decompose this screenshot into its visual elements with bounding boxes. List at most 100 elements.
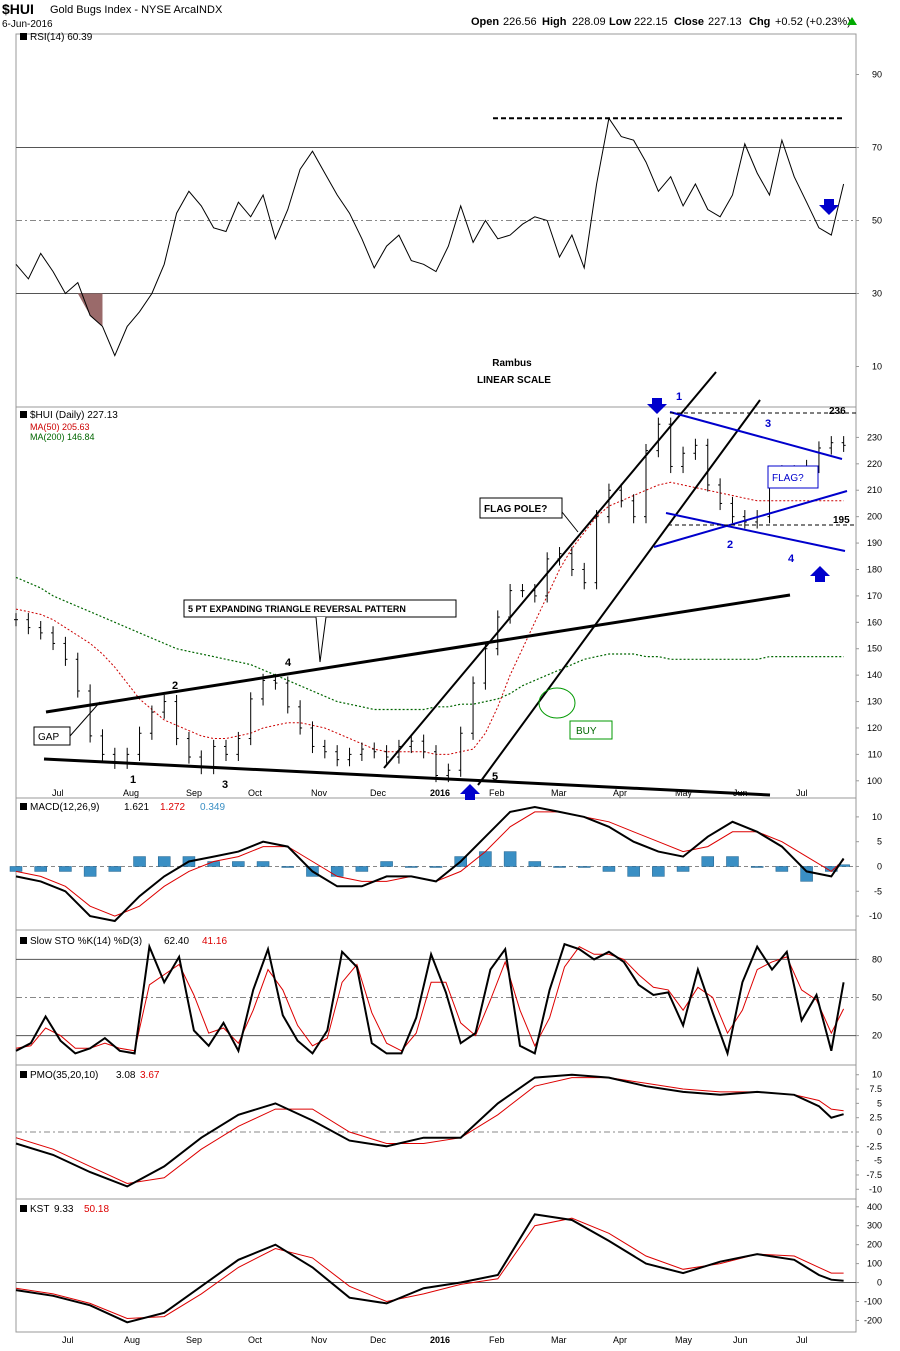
price-tick-label: 150	[867, 644, 882, 654]
close-value: 227.13	[708, 16, 742, 28]
macd-histogram-bar	[750, 866, 764, 868]
macd-histogram-bar	[9, 866, 23, 872]
macd-histogram-bar	[726, 856, 739, 867]
price-month-label: Dec	[370, 788, 387, 798]
buy-callout-text: BUY	[576, 726, 597, 737]
rsi-tick-label: 10	[872, 362, 882, 372]
pmo-tick-label: 0	[877, 1127, 882, 1137]
triangle-lower-line	[43, 757, 771, 797]
stochastic-legend-d: 41.16	[202, 936, 227, 947]
price-tick-label: 180	[867, 564, 882, 574]
pmo-tick-label: 7.5	[869, 1084, 882, 1094]
price-legend: $HUI (Daily) 227.13	[30, 410, 118, 421]
stochastic-legend-prefix: Slow STO %K(14) %D(3)	[30, 936, 142, 947]
pmo-tick-label: 5	[877, 1098, 882, 1108]
macd-legend-value: 1.621	[124, 802, 149, 813]
macd-histogram-bar	[207, 861, 220, 867]
kst-tick-label: -100	[864, 1296, 882, 1306]
price-month-label: Sep	[186, 788, 202, 798]
kst-month-label: Aug	[124, 1335, 140, 1345]
stochastic-d-line	[15, 946, 845, 1052]
macd-histogram-bar	[577, 866, 591, 868]
macd-tick-label: 5	[877, 837, 882, 847]
pmo-tick-label: -10	[869, 1184, 882, 1194]
macd-histogram-bar	[380, 861, 393, 867]
pivot-label: 4	[285, 657, 292, 669]
kst-tick-label: 300	[867, 1221, 882, 1231]
price-month-label: Aug	[123, 788, 139, 798]
kst-month-label: Jul	[796, 1335, 808, 1345]
macd-histogram-bar	[281, 866, 295, 868]
macd-legend-hist: 0.349	[200, 802, 225, 813]
kst-month-label: Mar	[551, 1335, 567, 1345]
macd-histogram-bar	[602, 866, 616, 872]
price-month-label: Mar	[551, 788, 567, 798]
kst-legend-prefix: KST	[30, 1204, 49, 1215]
kst-legend-value: 9.33	[54, 1204, 74, 1215]
macd-histogram-bar	[108, 866, 122, 872]
close-label: Close	[674, 16, 704, 28]
down-arrow-icon	[647, 398, 667, 414]
price-month-label: Apr	[613, 788, 627, 798]
kst-month-label: 2016	[430, 1335, 450, 1345]
price-tick-label: 100	[867, 776, 882, 786]
price-month-label: Oct	[248, 788, 263, 798]
gap-callout: GAP	[33, 701, 101, 746]
level-236-label: 236	[829, 406, 846, 417]
flagpole-callout: FLAG POLE?	[479, 497, 579, 533]
index-name: Gold Bugs Index - NYSE Arca	[50, 4, 197, 16]
kst-month-label: Jun	[733, 1335, 748, 1345]
price-month-label: 2016	[430, 788, 450, 798]
level-195-label: 195	[833, 515, 850, 526]
kst-line	[15, 1213, 844, 1324]
macd-histogram-bar	[528, 861, 542, 867]
down-arrow-icon	[819, 199, 839, 215]
kst-tick-label: 200	[867, 1240, 882, 1250]
pivot-label: 1	[130, 774, 136, 786]
macd-histogram-bar	[34, 866, 47, 872]
flag-point-label: 4	[788, 553, 795, 565]
macd-histogram-bar	[800, 866, 813, 882]
pmo-tick-label: 10	[872, 1070, 882, 1080]
flag-rising-line	[653, 490, 848, 548]
flag-lower-line	[665, 512, 846, 552]
high-label: High	[542, 16, 567, 28]
kst-legend-signal: 50.18	[84, 1204, 109, 1215]
triangle-callout: 5 PT EXPANDING TRIANGLE REVERSAL PATTERN	[183, 599, 457, 663]
macd-histogram-bar	[553, 866, 566, 868]
kst-month-label: Sep	[186, 1335, 202, 1345]
macd-histogram-bar	[405, 866, 418, 868]
ma50-legend: MA(50) 205.63	[30, 422, 90, 432]
macd-histogram-bar	[355, 866, 369, 872]
macd-tick-label: -10	[869, 911, 882, 921]
pmo-line	[15, 1073, 844, 1188]
low-label: Low	[609, 16, 631, 28]
rsi-oversold-fill	[60, 293, 103, 327]
macd-histogram-bar	[330, 866, 344, 877]
price-tick-label: 140	[867, 670, 882, 680]
macd-histogram-bar	[256, 861, 270, 867]
rambus-label: Rambus	[492, 358, 532, 369]
stochastic-legend-swatch	[20, 937, 27, 944]
change-label: Chg	[749, 16, 770, 28]
price-month-label: Feb	[489, 788, 505, 798]
pmo-tick-label: -2.5	[866, 1141, 882, 1151]
price-tick-label: 200	[867, 512, 882, 522]
chart-date: 6-Jun-2016	[2, 19, 53, 30]
kst-tick-label: 0	[877, 1278, 882, 1288]
price-legend-swatch	[20, 411, 27, 418]
kst-month-label: Nov	[311, 1335, 328, 1345]
flag-point-label: 2	[727, 539, 733, 551]
rsi-tick-label: 70	[872, 143, 882, 153]
stochastic-tick-label: 80	[872, 954, 882, 964]
rsi-legend-swatch	[20, 33, 27, 40]
flagpole-upper-line	[383, 371, 717, 769]
change-value: +0.52 (+0.23%)	[775, 16, 851, 28]
stochastic-k-line	[15, 942, 845, 1058]
macd-legend-signal: 1.272	[160, 802, 185, 813]
flag-upper-line	[669, 411, 843, 460]
price-tick-label: 220	[867, 459, 882, 469]
pmo-legend-signal: 3.67	[140, 1070, 160, 1081]
symbol: $HUI	[2, 1, 34, 17]
